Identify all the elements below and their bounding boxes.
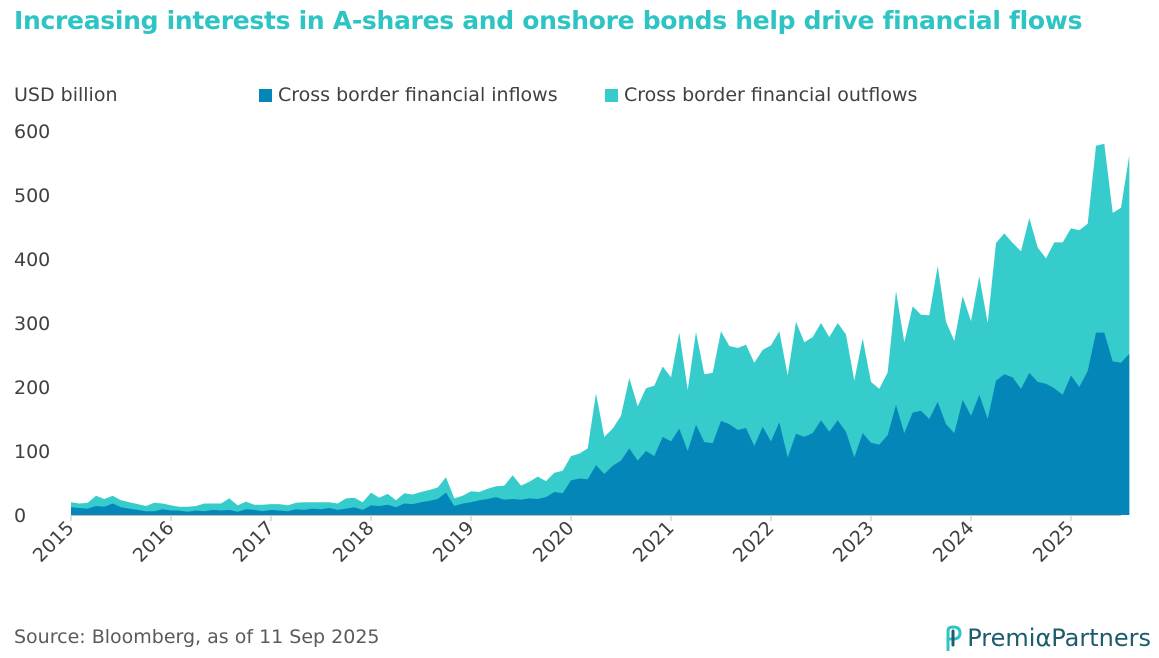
legend-item-inflows: Cross border financial inflows — [259, 84, 558, 106]
y-tick-label: 200 — [14, 377, 50, 399]
brand-logo: PremiαPartners — [943, 624, 1151, 652]
x-tick-label: 2015 — [29, 517, 79, 567]
legend: USD billion Cross border financial inflo… — [14, 84, 1159, 108]
x-tick-label: 2024 — [929, 517, 979, 567]
x-tick-label: 2020 — [529, 517, 579, 567]
legend-item-outflows: Cross border financial outflows — [605, 84, 917, 106]
x-tick-label: 2018 — [329, 517, 379, 567]
y-tick-label: 400 — [14, 249, 50, 271]
p-logo-icon — [946, 625, 962, 651]
legend-swatch-inflows — [259, 88, 272, 102]
legend-label-outflows: Cross border financial outflows — [624, 84, 918, 106]
x-tick-label: 2017 — [229, 517, 279, 567]
x-tick-label: 2023 — [829, 517, 879, 567]
x-tick-label: 2019 — [429, 517, 479, 567]
y-axis-label: USD billion — [14, 84, 118, 106]
chart-plot: 0 100 200 300 400 500 600 2015 2016 2017 2018 2019 2… — [14, 121, 1130, 567]
legend-swatch-outflows — [605, 88, 618, 102]
legend-label-inflows: Cross border financial inflows — [278, 84, 558, 106]
x-tick-label: 2022 — [729, 517, 779, 567]
brand-name: PremiαPartners — [967, 624, 1151, 652]
series-area-inflows — [71, 332, 1130, 515]
y-tick-label: 300 — [14, 313, 50, 335]
source-note: Source: Bloomberg, as of 11 Sep 2025 — [14, 626, 380, 648]
x-tick-label: 2021 — [629, 517, 679, 567]
y-tick-label: 600 — [14, 121, 50, 143]
y-tick-label: 500 — [14, 185, 50, 207]
x-tick-label: 2016 — [129, 517, 179, 567]
x-tick-label: 2025 — [1029, 517, 1079, 567]
series-area-outflows — [71, 143, 1130, 516]
y-tick-label: 0 — [14, 505, 26, 527]
y-tick-label: 100 — [14, 441, 50, 463]
chart-title: Increasing interests in A-shares and ons… — [14, 6, 1083, 35]
